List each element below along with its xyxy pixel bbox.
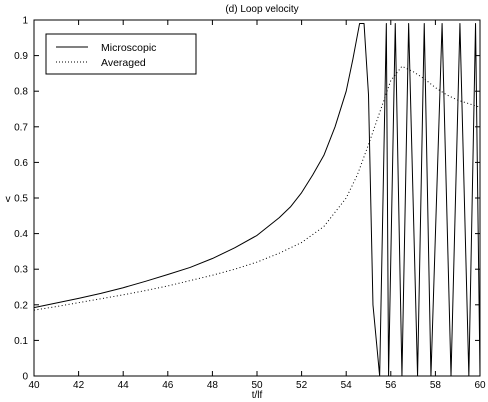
y-tick-label: 0.9 xyxy=(14,51,28,62)
y-tick-label: 0.7 xyxy=(14,122,28,133)
y-tick-label: 0 xyxy=(22,372,28,383)
legend-box xyxy=(45,33,197,75)
series-line-microscopic xyxy=(33,23,481,377)
y-tick-label: 0.6 xyxy=(14,158,28,169)
y-tick-label: 0.2 xyxy=(14,300,28,311)
x-tick-label: 52 xyxy=(296,380,308,391)
x-tick-label: 44 xyxy=(118,380,130,391)
y-axis-label: v xyxy=(6,194,11,205)
y-tick-label: 0.1 xyxy=(14,336,28,347)
legend: Microscopic Averaged xyxy=(45,33,197,75)
x-tick-label: 50 xyxy=(251,380,263,391)
x-axis-label: t/lf xyxy=(252,390,263,401)
x-tick-label: 58 xyxy=(430,380,442,391)
y-tick-label: 0.8 xyxy=(14,87,28,98)
legend-label-microscopic: Microscopic xyxy=(101,42,156,54)
y-tick-label: 1 xyxy=(22,16,28,27)
x-tick-label: 60 xyxy=(474,380,486,391)
plot-series xyxy=(33,23,481,377)
y-tick-label: 0.5 xyxy=(14,194,28,205)
x-tick-label: 46 xyxy=(162,380,174,391)
y-tick-label: 0.3 xyxy=(14,265,28,276)
chart-title: (d) Loop velocity xyxy=(225,4,298,15)
axis-ticks: 40 42 44 46 48 50 52 54 56 58 60 0 0.1 0.2 0.3 0.4 0.5 0.… xyxy=(14,16,486,392)
x-tick-label: 56 xyxy=(385,380,397,391)
x-tick-label: 54 xyxy=(341,380,353,391)
x-tick-label: 42 xyxy=(73,380,85,391)
y-tick-label: 0.4 xyxy=(14,229,28,240)
x-tick-label: 48 xyxy=(207,380,219,391)
x-tick-label: 40 xyxy=(28,380,40,391)
legend-label-averaged: Averaged xyxy=(101,57,146,69)
series-line-averaged xyxy=(33,65,481,311)
